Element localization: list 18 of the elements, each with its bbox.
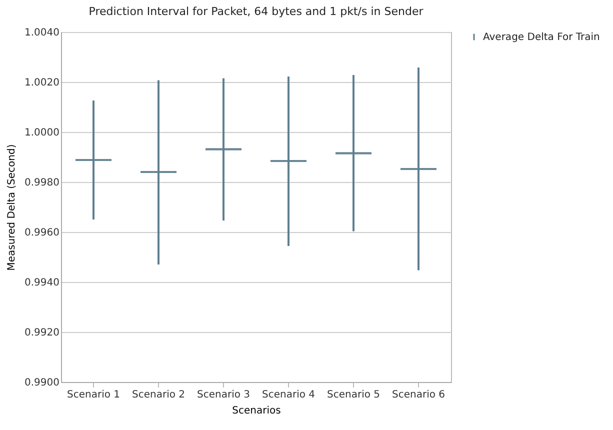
y-tick-label: 1.0040 <box>24 28 60 38</box>
y-tick-label: 0.9960 <box>24 228 60 238</box>
x-axis-title: Scenarios <box>232 406 281 416</box>
y-tick-label: 1.0020 <box>24 78 60 88</box>
y-tick-label: 0.9900 <box>24 378 60 388</box>
y-tick-label: 0.9920 <box>24 328 60 338</box>
x-tick-label: Scenario 5 <box>326 390 380 400</box>
legend-label: Average Delta For Train <box>483 32 600 43</box>
x-tick-label: Scenario 3 <box>196 390 250 400</box>
x-tick-label: Scenario 4 <box>262 390 316 400</box>
y-tick-label: 0.9980 <box>24 178 60 188</box>
x-tick-label: Scenario 2 <box>132 390 186 400</box>
y-axis-title: Measured Delta (Second) <box>6 144 18 271</box>
y-tick-label: 0.9940 <box>24 278 60 288</box>
chart-title: Prediction Interval for Packet, 64 bytes and 1 pkt/s in Sender <box>88 5 424 18</box>
x-tick-label: Scenario 1 <box>66 390 120 400</box>
y-tick-label: 1.0000 <box>24 128 60 138</box>
x-tick-label: Scenario 6 <box>392 390 446 400</box>
